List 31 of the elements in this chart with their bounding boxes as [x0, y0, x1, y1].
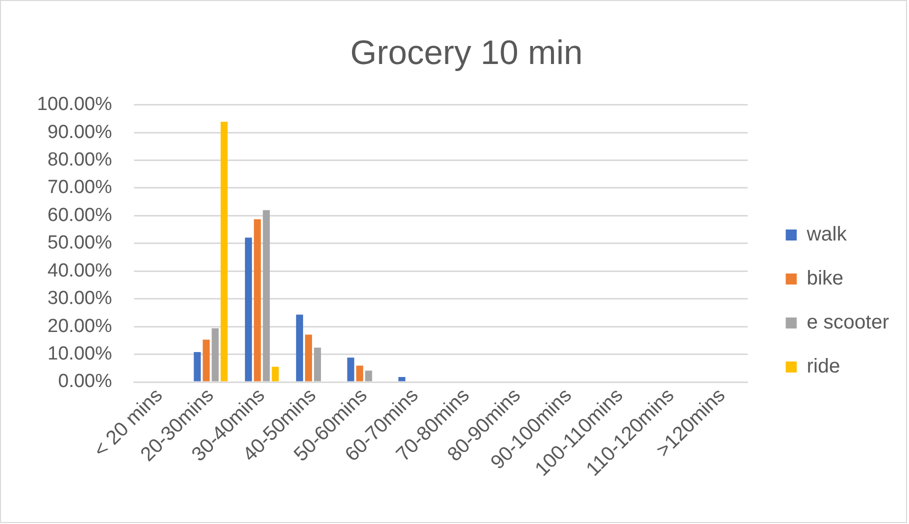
bar: [314, 348, 321, 382]
bar: [305, 334, 312, 382]
bar: [356, 366, 364, 382]
legend-label: ride: [806, 356, 840, 378]
bar: [254, 219, 261, 382]
y-tick-label: 80.00%: [48, 149, 112, 170]
y-tick-label: 70.00%: [48, 177, 112, 198]
bar: [220, 122, 228, 382]
legend-label: bike: [806, 268, 844, 290]
y-tick-label: 10.00%: [48, 344, 112, 365]
y-tick-label: 0.00%: [58, 371, 112, 392]
bar: [244, 238, 252, 382]
chart-title: Grocery 10 min: [350, 34, 583, 72]
y-tick-label: 40.00%: [48, 260, 112, 282]
bar: [194, 352, 201, 382]
y-tick-label: 60.00%: [48, 204, 112, 226]
y-tick-label: 100.00%: [36, 94, 112, 116]
y-tick-label: 90.00%: [48, 122, 112, 143]
legend-label: e scooter: [806, 312, 890, 334]
bar: [296, 314, 304, 382]
bar: [365, 370, 372, 382]
bar: [398, 377, 406, 382]
bar: [212, 328, 219, 382]
bar: [347, 358, 354, 382]
bar: [272, 366, 279, 382]
y-tick-label: 50.00%: [48, 232, 112, 254]
y-tick-label: 30.00%: [48, 288, 112, 310]
bar: [262, 210, 270, 382]
y-tick-label: 20.00%: [48, 316, 112, 337]
bar: [202, 340, 210, 382]
legend-label: walk: [806, 224, 848, 246]
